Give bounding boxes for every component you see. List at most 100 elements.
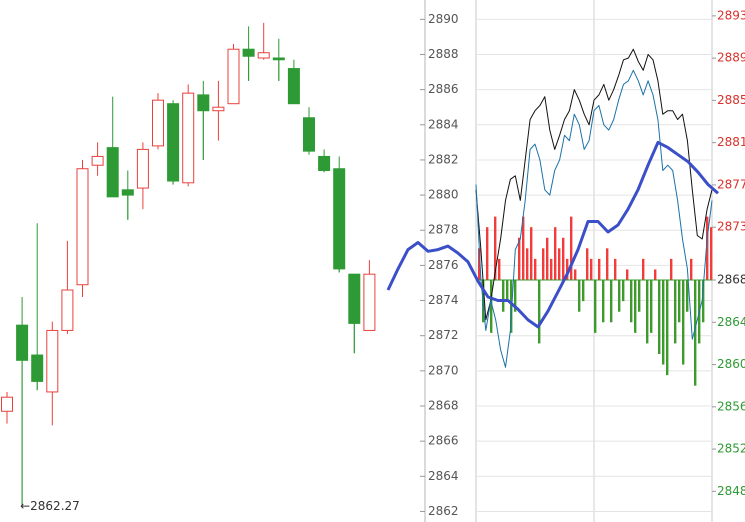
histogram-bar [590, 258, 593, 281]
candle-body [76, 168, 89, 286]
histogram-bar [638, 280, 641, 312]
candle-body [197, 94, 210, 112]
histogram-bar [570, 216, 573, 281]
y-tick-label: 2870 [428, 363, 459, 377]
y-tick-label: 2886 [428, 82, 459, 96]
histogram-bar [626, 269, 629, 281]
histogram-bar [658, 280, 661, 354]
histogram-bar [574, 269, 577, 281]
candle-body [318, 155, 331, 171]
y-tick-label: 2872 [428, 328, 459, 342]
y2-tick-label: 2889 [717, 51, 745, 65]
histogram-bar [550, 258, 553, 281]
line-series [475, 48, 713, 321]
histogram-bar [534, 258, 537, 281]
candle-body [212, 106, 225, 112]
histogram-bar [678, 280, 681, 323]
histogram-bar [710, 227, 713, 281]
histogram-bar [634, 280, 637, 333]
histogram-bar [662, 280, 665, 365]
histogram-bar [682, 280, 685, 365]
y-tick-label: 2876 [428, 258, 459, 272]
candle-body [272, 57, 285, 61]
histogram-bar [518, 237, 521, 281]
histogram-bar [630, 280, 633, 323]
histogram-bar [598, 258, 601, 281]
histogram-bar [578, 280, 581, 312]
candle-body [152, 99, 164, 147]
y2-tick-label: 2868 [717, 273, 745, 287]
y2-tick-label: 2885 [717, 93, 745, 107]
histogram-bar [702, 280, 705, 323]
histogram-bar [566, 258, 569, 281]
y-tick-label: 2880 [428, 188, 459, 202]
candle-body [167, 103, 180, 182]
histogram-bar [606, 248, 609, 281]
histogram-bar [610, 280, 613, 323]
candle-body [31, 354, 44, 382]
line-series [475, 69, 713, 368]
histogram-bar [562, 237, 565, 281]
histogram-bar [686, 280, 689, 312]
line-series [386, 140, 719, 329]
histogram-bar [582, 280, 585, 302]
candle-body [242, 48, 255, 57]
y2-tick-label: 2893 [717, 8, 745, 22]
histogram-bar [690, 258, 693, 281]
histogram-bar [614, 258, 617, 281]
histogram-bar [490, 280, 493, 333]
histogram-bar [642, 258, 645, 281]
histogram-bar [494, 216, 497, 281]
histogram-bar [510, 280, 513, 333]
histogram-bar [670, 258, 673, 281]
histogram-bar [530, 227, 533, 281]
histogram-bar [674, 280, 677, 344]
histogram-bar [602, 280, 605, 323]
candle-body [106, 147, 119, 198]
histogram-bar [526, 248, 529, 281]
y-tick-label: 2890 [428, 12, 459, 26]
histogram-bar [666, 280, 669, 376]
histogram-bar [546, 237, 549, 281]
histogram-bar [694, 280, 697, 386]
histogram-bar [514, 280, 517, 312]
candle-body [136, 148, 149, 189]
candle-body [333, 168, 346, 270]
candle-body [91, 155, 104, 166]
y2-tick-label: 2873 [717, 220, 745, 234]
histogram-bar [618, 280, 621, 312]
candle-body [348, 273, 361, 324]
histogram-bar [506, 280, 509, 302]
candle-body [182, 92, 195, 184]
histogram-bar [646, 280, 649, 344]
y-tick-label: 2884 [428, 117, 459, 131]
histogram-bar [486, 227, 489, 281]
candle-body [46, 329, 59, 393]
histogram-bar [650, 280, 653, 333]
histogram-bar [706, 216, 709, 281]
candle-body [61, 289, 74, 331]
histogram-bar [522, 216, 525, 281]
y2-tick-label: 2856 [717, 399, 745, 413]
histogram-bar [498, 258, 501, 281]
y-tick-label: 2868 [428, 399, 459, 413]
candle-body [257, 52, 270, 59]
candle-body [303, 117, 315, 152]
candle-body [363, 273, 376, 331]
low-annotation: ←2862.27 [20, 499, 80, 513]
y2-tick-label: 2864 [717, 315, 745, 329]
histogram-bar [542, 248, 545, 281]
candle-body [1, 396, 13, 412]
y2-tick-label: 2848 [717, 484, 745, 498]
y2-tick-label: 2881 [717, 135, 745, 149]
candle-body [287, 68, 300, 105]
histogram-bar [622, 280, 625, 302]
histogram-bar [654, 269, 657, 281]
y2-tick-label: 2852 [717, 442, 745, 456]
y2-tick-label: 2860 [717, 357, 745, 371]
histogram-bar [538, 280, 541, 344]
candle-body [16, 324, 29, 361]
